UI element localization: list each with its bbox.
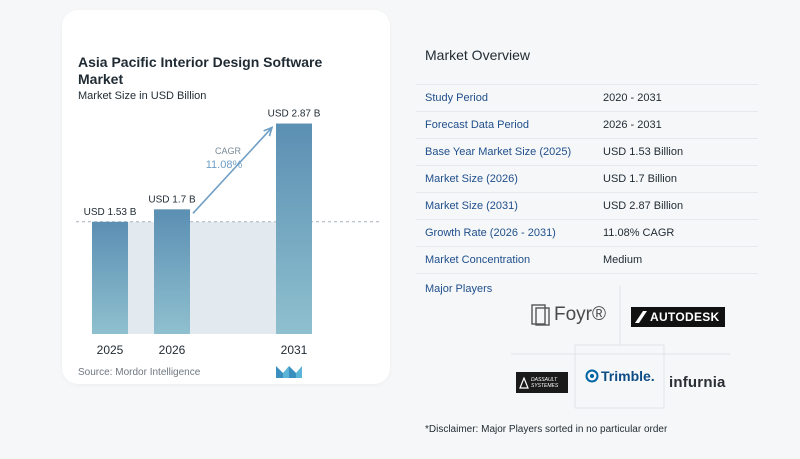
mordor-logo — [276, 366, 302, 378]
baseline-shade — [128, 221, 276, 334]
row-label: Study Period — [425, 92, 488, 104]
disclaimer-note: *Disclaimer: Major Players sorted in no … — [425, 424, 668, 435]
table-row: Market Size (2026) USD 1.7 Billion — [416, 166, 758, 193]
row-value: 2026 - 2031 — [603, 119, 662, 131]
row-value: 2020 - 2031 — [603, 92, 662, 104]
data-label: USD 2.87 B — [268, 109, 321, 120]
player-infurnia: infurnia — [669, 374, 726, 391]
overview-table: Study Period 2020 - 2031 Forecast Data P… — [416, 84, 758, 274]
player-foyr: Foyr® — [531, 304, 606, 326]
row-label: Market Concentration — [425, 254, 531, 266]
data-label: USD 1.53 B — [84, 207, 137, 218]
bar-chart: USD 1.53 B 2025 USD 1.7 B 2026 USD 2.87 B 203… — [76, 109, 380, 357]
cagr-arrow-line — [192, 126, 273, 214]
cagr-label: CAGR — [215, 146, 242, 156]
table-row: Study Period 2020 - 2031 — [416, 84, 758, 112]
row-value: Medium — [603, 254, 643, 266]
chart-card: Asia Pacific Interior Design Software Ma… — [62, 10, 390, 384]
cagr-arrow-head — [263, 126, 274, 137]
dassault-logo-icon — [519, 376, 529, 389]
row-label: Forecast Data Period — [425, 119, 529, 131]
foyr-logo-icon — [531, 304, 550, 326]
player-name: Trimble. — [601, 368, 655, 384]
chart-title: Asia Pacific Interior Design Software Ma… — [78, 54, 323, 87]
bar-2025 — [92, 221, 128, 334]
player-name: infurnia — [669, 374, 726, 391]
trimble-logo-icon — [585, 369, 599, 383]
table-row: Market Size (2031) USD 2.87 Billion — [416, 193, 758, 220]
chart-subtitle: Market Size in USD Billion — [78, 90, 207, 102]
row-label: Market Size (2026) — [425, 173, 518, 185]
table-row: Forecast Data Period 2026 - 2031 — [416, 112, 758, 139]
row-label: Growth Rate (2026 - 2031) — [425, 227, 556, 239]
table-row: Base Year Market Size (2025) USD 1.53 Bi… — [416, 139, 758, 166]
bar-2031 — [276, 123, 312, 335]
player-autodesk: AUTODESK — [631, 307, 725, 327]
table-row: Growth Rate (2026 - 2031) 11.08% CAGR — [416, 220, 758, 247]
row-value: USD 2.87 Billion — [603, 200, 684, 212]
major-players-title: Major Players — [425, 283, 493, 295]
player-trimble: Trimble. — [585, 368, 655, 384]
row-label: Base Year Market Size (2025) — [425, 146, 572, 158]
row-label: Market Size (2031) — [425, 200, 518, 212]
autodesk-logo-icon — [635, 311, 647, 323]
x-tick-label: 2031 — [281, 343, 308, 357]
bar-2026 — [154, 209, 190, 334]
player-dassault: DASSAULT SYSTEMES — [516, 372, 568, 393]
table-row: Market Concentration Medium — [416, 247, 758, 274]
player-name: DASSAULT SYSTEMES — [531, 376, 559, 389]
source-note: Source: Mordor Intelligence — [78, 367, 201, 378]
row-value: USD 1.7 Billion — [603, 173, 677, 185]
player-name: AUTODESK — [650, 310, 720, 324]
overview-title: Market Overview — [425, 47, 531, 63]
cagr-value: 11.08% — [206, 159, 243, 171]
x-tick-label: 2026 — [159, 343, 186, 357]
row-value: 11.08% CAGR — [603, 227, 675, 239]
x-tick-label: 2025 — [97, 343, 124, 357]
row-value: USD 1.53 Billion — [603, 146, 684, 158]
data-label: USD 1.7 B — [148, 194, 196, 205]
player-name: Foyr® — [554, 304, 606, 325]
